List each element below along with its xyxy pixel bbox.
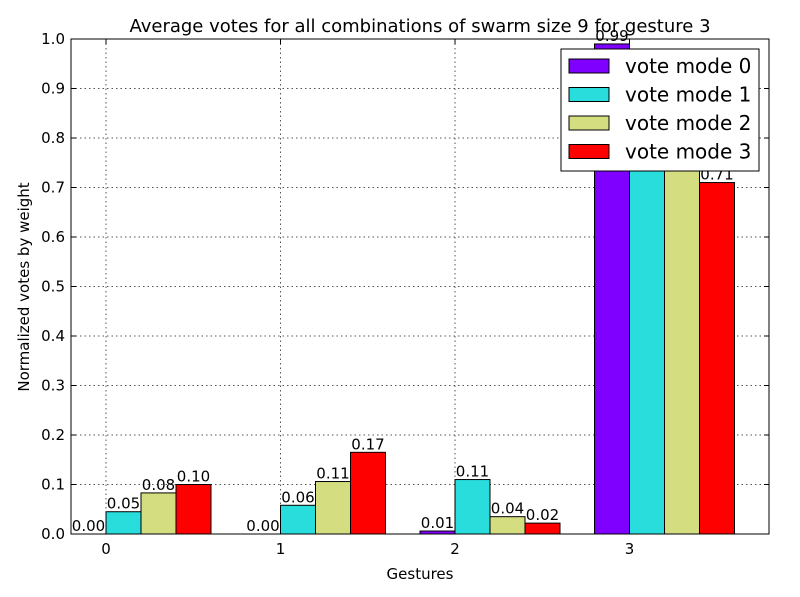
y-tick-label: 0.1 — [41, 476, 65, 494]
y-tick-label: 0.4 — [41, 327, 65, 345]
axis-ticks: 0.0 0.1 0.2 0.3 0.4 0.5 0.6 0.7 0.8 0.9 1.0 0 1 2 3 — [41, 30, 769, 558]
bar-vote-mode-1-cat-0 — [105, 511, 142, 535]
data-label: 0.00 — [246, 517, 279, 535]
y-tick-label: 1.0 — [41, 30, 65, 48]
data-label: 0.05 — [107, 495, 140, 513]
bar-vote-mode-3-cat-0 — [175, 484, 212, 535]
bar-vote-mode-1-cat-2 — [454, 479, 491, 535]
legend-swatch — [568, 87, 610, 102]
legend-swatch — [568, 115, 610, 131]
data-label: 0.99 — [595, 27, 628, 45]
bar-vote-mode-2-cat-2 — [489, 516, 526, 535]
data-label: 0.11 — [316, 465, 349, 483]
legend-entry: vote mode 0 — [625, 54, 751, 78]
x-tick-label: 0 — [101, 540, 111, 558]
bar-vote-mode-2-cat-1 — [315, 481, 351, 535]
bar-vote-mode-2-cat-0 — [140, 492, 177, 535]
y-tick-label: 0.9 — [41, 80, 65, 98]
bar-vote-mode-2-cat-3 — [664, 147, 700, 535]
x-tick-label: 1 — [276, 540, 286, 558]
legend-entry: vote mode 3 — [625, 140, 751, 164]
data-label: 0.17 — [351, 435, 384, 453]
y-tick-label: 0.0 — [41, 525, 65, 543]
y-tick-label: 0.7 — [41, 179, 65, 197]
chart-title: Average votes for all combinations of sw… — [129, 16, 710, 37]
legend-swatch — [568, 144, 610, 159]
data-label: 0.02 — [526, 506, 559, 524]
x-tick-label: 2 — [450, 540, 460, 558]
bar-vote-mode-3-cat-2 — [524, 522, 561, 535]
y-tick-label: 0.8 — [41, 129, 65, 147]
x-axis-label: Gestures — [387, 565, 454, 583]
y-tick-label: 0.5 — [41, 278, 65, 296]
x-tick-label: 3 — [625, 540, 635, 558]
data-label: 0.06 — [281, 488, 314, 506]
data-label: 0.01 — [421, 514, 454, 532]
y-tick-label: 0.3 — [41, 377, 65, 395]
data-label: 0.04 — [491, 500, 524, 518]
bar-vote-mode-3-cat-1 — [350, 451, 386, 535]
legend: vote mode 0 vote mode 1 vote mode 2 vote mo… — [560, 48, 760, 172]
y-axis-label: Normalized votes by weight — [15, 182, 33, 391]
data-label: 0.00 — [72, 517, 105, 535]
legend-swatch — [568, 58, 610, 74]
legend-entry: vote mode 2 — [625, 111, 751, 135]
y-tick-label: 0.6 — [41, 228, 65, 246]
data-labels: 0.00 0.00 0.010.990.05 0.060.110.080.110.04… — [72, 27, 734, 535]
data-label: 0.11 — [456, 463, 489, 481]
data-label: 0.08 — [142, 476, 175, 494]
data-label: 0.10 — [177, 468, 210, 486]
y-tick-label: 0.2 — [41, 426, 65, 444]
bar-vote-mode-3-cat-3 — [699, 182, 735, 535]
bar-vote-mode-1-cat-1 — [280, 504, 316, 535]
legend-entry: vote mode 1 — [625, 83, 751, 107]
